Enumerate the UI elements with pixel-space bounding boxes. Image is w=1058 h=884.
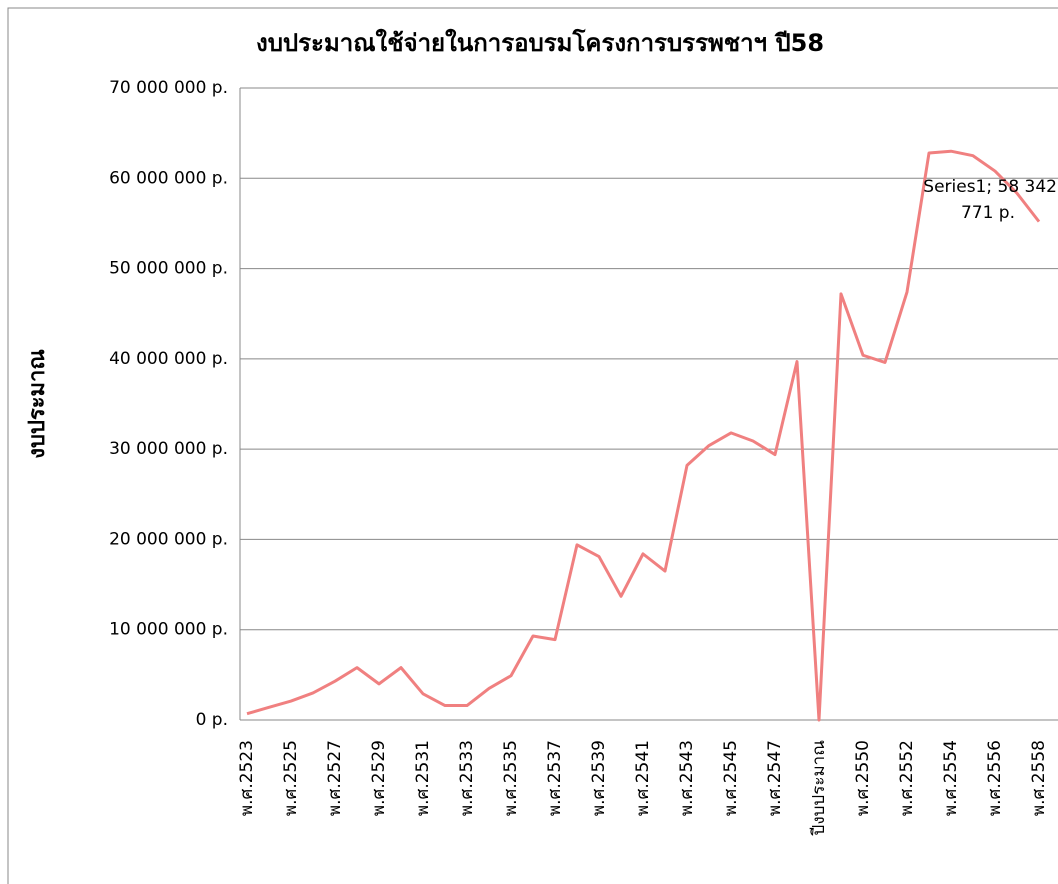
- chart-frame: [7, 7, 1058, 884]
- x-tick-label: พ.ศ.2543: [677, 740, 697, 816]
- data-label-line: 771 p.: [961, 203, 1015, 223]
- x-tick-label: พ.ศ.2554: [941, 740, 961, 816]
- x-tick-label: พ.ศ.2531: [413, 740, 433, 816]
- x-tick-label: พ.ศ.2523: [237, 740, 257, 816]
- y-tick-label: 10 000 000 p.: [109, 620, 228, 640]
- x-tick-label: พ.ศ.2552: [897, 740, 917, 816]
- x-tick-label: พ.ศ.2547: [765, 740, 785, 816]
- x-tick-label: พ.ศ.2537: [545, 740, 565, 816]
- data-label-line: Series1; 58 342: [923, 177, 1057, 197]
- x-tick-label: ปีงบประมาณ: [809, 740, 829, 837]
- x-tick-label: พ.ศ.2556: [985, 740, 1005, 816]
- x-tick-label: พ.ศ.2558: [1029, 740, 1049, 816]
- y-tick-label: 40 000 000 p.: [109, 349, 228, 369]
- y-axis-title: งบประมาณ: [25, 349, 50, 459]
- y-tick-label: 0 p.: [196, 710, 228, 730]
- x-tick-label: พ.ศ.2541: [633, 740, 653, 816]
- x-tick-label: พ.ศ.2525: [281, 740, 301, 816]
- data-label: Series1; 58 342 771 p.: [923, 177, 1057, 223]
- x-tick-label: พ.ศ.2529: [369, 740, 389, 816]
- y-tick-label: 50 000 000 p.: [109, 259, 228, 279]
- x-tick-label: พ.ศ.2539: [589, 740, 609, 816]
- x-tick-label: พ.ศ.2535: [501, 740, 521, 816]
- y-tick-label: 30 000 000 p.: [109, 439, 228, 459]
- x-tick-label: พ.ศ.2545: [721, 740, 741, 816]
- chart-title: งบประมาณใช้จ่ายในการอบรมโครงการบรรพชาฯ ป…: [256, 28, 824, 57]
- x-tick-label: พ.ศ.2550: [853, 740, 873, 816]
- y-tick-label: 70 000 000 p.: [109, 78, 228, 98]
- x-tick-label: พ.ศ.2527: [325, 740, 345, 816]
- y-tick-label: 60 000 000 p.: [109, 168, 228, 188]
- x-tick-label: พ.ศ.2533: [457, 740, 477, 816]
- y-tick-label: 20 000 000 p.: [109, 529, 228, 549]
- line-series: [246, 149, 1041, 722]
